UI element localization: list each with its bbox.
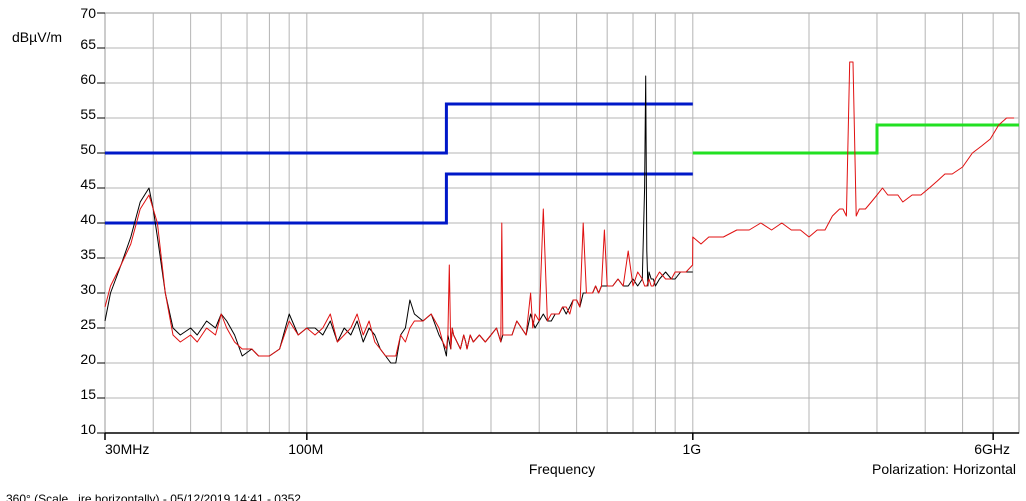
y-tick-label: 15: [80, 386, 96, 402]
y-tick-label: 70: [80, 5, 96, 21]
x-axis-ticks: 30MHz 100M 1G 6GHz: [104, 433, 1010, 457]
y-tick-label: 30: [80, 281, 96, 297]
y-axis-ticks: 10 15 20 25 30 35 40 45 50 55 60 65 70: [80, 5, 105, 437]
y-tick-label: 65: [80, 36, 96, 52]
x-tick-label: 100M: [288, 441, 323, 457]
x-tick-label: 6GHz: [974, 441, 1010, 457]
measurement-trace: [104, 61, 1015, 357]
limit-line: [105, 172, 693, 225]
y-tick-label: 55: [80, 106, 96, 122]
y-tick-label: 25: [80, 316, 96, 332]
y-tick-label: 40: [80, 211, 96, 227]
y-tick-label: 45: [80, 176, 96, 192]
footer-caption: 360° (Scale...ire horizontally) - 05/12/…: [6, 492, 301, 501]
x-tick-label: 30MHz: [105, 441, 149, 457]
x-tick-label: 1G: [682, 441, 701, 457]
polarization-annotation: Polarization: Horizontal: [872, 461, 1016, 477]
limit-line: [692, 123, 1019, 155]
limit-line: [105, 102, 693, 155]
y-tick-label: 20: [80, 351, 96, 367]
y-tick-label: 50: [80, 141, 96, 157]
y-tick-label: 10: [80, 421, 96, 437]
x-axis-label: Frequency: [529, 461, 595, 477]
measurement-traces: [104, 61, 1015, 364]
y-axis-label: dBµV/m: [12, 29, 62, 45]
limit-lines: [105, 102, 1019, 225]
y-tick-label: 35: [80, 246, 96, 262]
y-tick-label: 60: [80, 71, 96, 87]
